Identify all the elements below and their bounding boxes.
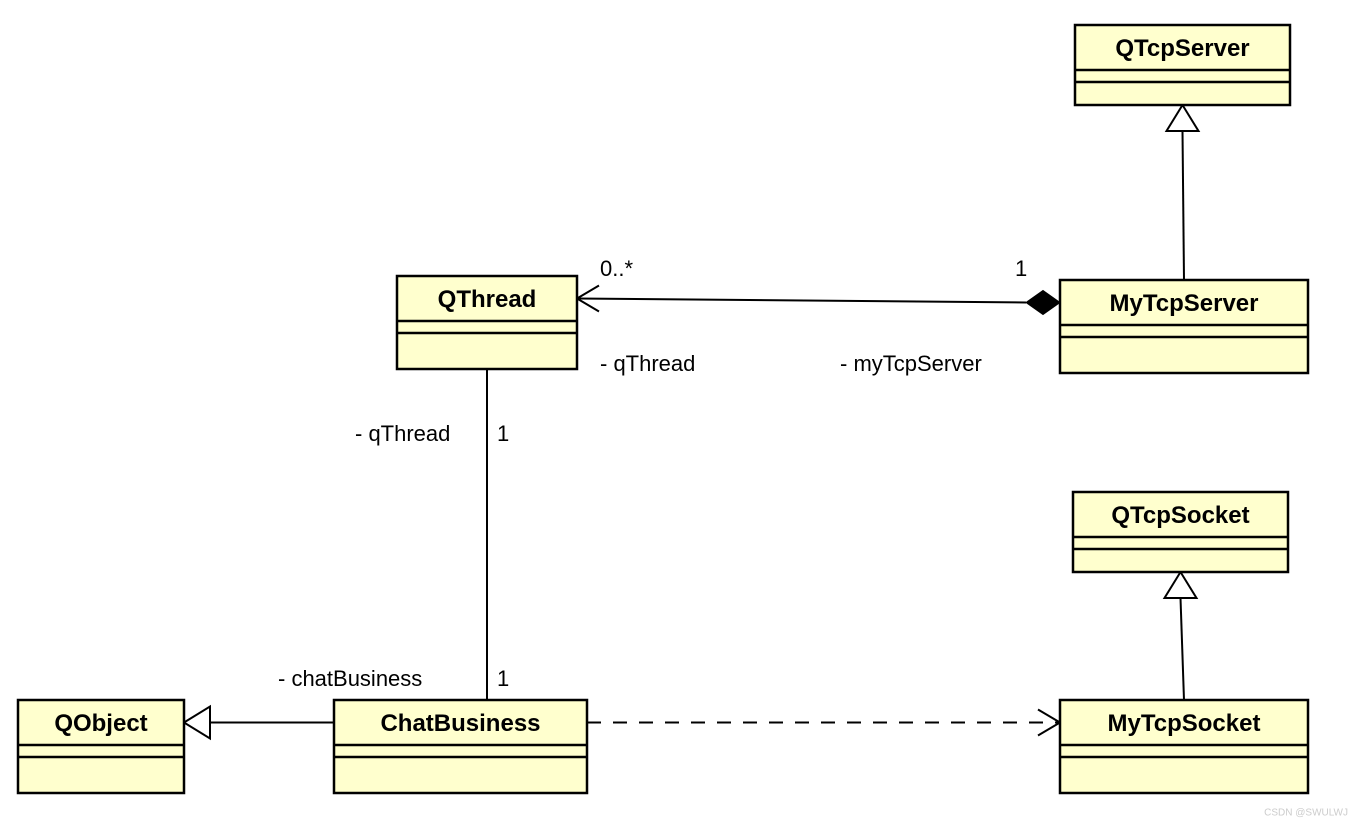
class-title: QThread bbox=[438, 286, 537, 313]
class-title: QTcpServer bbox=[1115, 35, 1249, 62]
class-qobject: QObject bbox=[18, 700, 184, 793]
label-chatbusiness_role: - chatBusiness bbox=[278, 666, 422, 691]
class-title: ChatBusiness bbox=[380, 710, 540, 737]
class-chatbusiness: ChatBusiness bbox=[334, 700, 587, 793]
label-qthread_role_down: - qThread bbox=[355, 421, 450, 446]
watermark: CSDN @SWULWJ bbox=[1264, 808, 1348, 819]
class-title: QObject bbox=[54, 710, 147, 737]
label-chatbusiness_mult: 1 bbox=[497, 666, 509, 691]
label-qthread_mult_down: 1 bbox=[497, 421, 509, 446]
label-qthread_mult: 0..* bbox=[600, 256, 633, 281]
class-title: QTcpSocket bbox=[1111, 502, 1249, 529]
class-title: MyTcpServer bbox=[1110, 290, 1259, 317]
label-mytcpserver_role: - myTcpServer bbox=[840, 351, 982, 376]
label-qthread_role: - qThread bbox=[600, 351, 695, 376]
class-qthread: QThread bbox=[397, 276, 577, 369]
label-mytcpserver_mult: 1 bbox=[1015, 256, 1027, 281]
class-mytcpsocket: MyTcpSocket bbox=[1060, 700, 1308, 793]
class-qtcpserver: QTcpServer bbox=[1075, 25, 1290, 105]
uml-diagram: QTcpServer MyTcpServer QThread QObject ChatB… bbox=[0, 0, 1356, 825]
class-mytcpserver: MyTcpServer bbox=[1060, 280, 1308, 373]
class-qtcpsocket: QTcpSocket bbox=[1073, 492, 1288, 572]
class-title: MyTcpSocket bbox=[1108, 710, 1261, 737]
